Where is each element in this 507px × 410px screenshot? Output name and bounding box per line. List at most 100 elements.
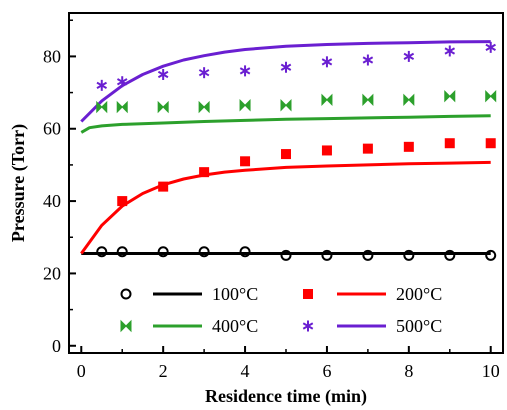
data-point (362, 54, 374, 66)
data-point (403, 141, 414, 152)
marker-stroke (96, 81, 108, 89)
data-point (240, 156, 251, 167)
x-tick-label: 0 (77, 361, 86, 381)
marker-shape (444, 89, 456, 103)
x-tick-label: 2 (159, 361, 168, 381)
marker-shape (239, 99, 251, 112)
marker-shape (403, 93, 415, 107)
data-point (362, 93, 374, 107)
marker-shape (117, 196, 128, 207)
data-point (158, 181, 169, 192)
marker-stroke (444, 47, 456, 55)
x-axis-title: Residence time (min) (205, 386, 367, 407)
marker-shape (362, 249, 374, 261)
y-tick-label: 60 (43, 119, 61, 139)
data-point (280, 99, 292, 112)
x-tick-label: 4 (241, 361, 250, 381)
marker-stroke (157, 70, 169, 79)
marker-shape (116, 246, 128, 258)
data-point (116, 76, 128, 88)
marker-shape (303, 289, 313, 299)
y-axis-title: Pressure (Torr) (8, 124, 29, 242)
data-point (96, 246, 108, 258)
data-point (157, 68, 169, 80)
data-point (444, 138, 455, 149)
data-point (281, 149, 291, 160)
marker-shape (485, 138, 496, 149)
data-markers (96, 41, 497, 261)
marker-shape (444, 249, 456, 261)
x-tick-label: 6 (322, 361, 331, 381)
data-point (157, 246, 169, 258)
marker-stroke (485, 43, 496, 51)
data-point (198, 67, 210, 79)
data-point (199, 167, 210, 178)
data-point (321, 56, 333, 68)
marker-shape (444, 138, 455, 149)
marker-stroke (362, 56, 374, 64)
marker-shape (198, 246, 210, 258)
legend-marker (120, 319, 132, 333)
data-point (117, 196, 128, 207)
data-point (321, 249, 333, 261)
x-tick-label: 8 (404, 361, 413, 381)
data-point (444, 45, 456, 57)
marker-shape (485, 89, 497, 103)
marker-shape (96, 246, 108, 258)
data-point (321, 145, 332, 156)
data-point (403, 93, 415, 107)
data-point (116, 100, 128, 114)
data-point (239, 99, 251, 112)
marker-shape (96, 100, 108, 114)
model-line-500c (80, 40, 491, 123)
data-point (239, 65, 251, 77)
y-tick-label: 20 (43, 263, 61, 283)
marker-shape (116, 100, 128, 114)
marker-stroke (239, 67, 251, 75)
marker-shape (120, 319, 132, 333)
marker-shape (485, 249, 497, 261)
marker-shape (362, 93, 374, 107)
marker-stroke (321, 58, 333, 66)
y-tick-label: 80 (43, 46, 61, 66)
data-point (403, 50, 415, 62)
marker-shape (281, 149, 291, 160)
marker-shape (321, 145, 332, 156)
data-point (157, 100, 169, 114)
data-point (239, 246, 251, 258)
data-point (198, 246, 210, 258)
marker-shape (403, 141, 414, 152)
marker-shape (362, 143, 373, 154)
legend: 100°C 200°C 400°C 500°C (120, 284, 442, 336)
legend-label: 500°C (396, 316, 442, 336)
legend-label: 400°C (212, 316, 258, 336)
marker-shape (321, 249, 333, 261)
data-point (362, 143, 373, 154)
model-line-400c (80, 114, 491, 134)
marker-stroke (302, 322, 314, 330)
data-point (321, 93, 333, 107)
marker-stroke (198, 69, 210, 77)
legend-marker (120, 288, 132, 300)
data-point (485, 89, 497, 103)
data-point (198, 100, 210, 114)
model-line-200c (80, 160, 491, 255)
data-point (96, 79, 108, 91)
legend-marker (303, 289, 313, 299)
marker-stroke (280, 63, 292, 71)
y-tick-label: 40 (43, 191, 61, 211)
data-point (485, 249, 497, 261)
marker-shape (158, 181, 169, 192)
x-axis-ticks: 0 2 4 6 8 10 (77, 346, 500, 381)
y-tick-label: 0 (52, 336, 61, 356)
data-point (362, 249, 374, 261)
data-point (280, 249, 292, 261)
model-lines (80, 40, 491, 255)
data-point (96, 100, 108, 114)
data-point (403, 249, 415, 261)
legend-label: 200°C (396, 284, 442, 304)
marker-shape (240, 156, 251, 167)
marker-stroke (116, 78, 128, 86)
data-point (444, 249, 456, 261)
